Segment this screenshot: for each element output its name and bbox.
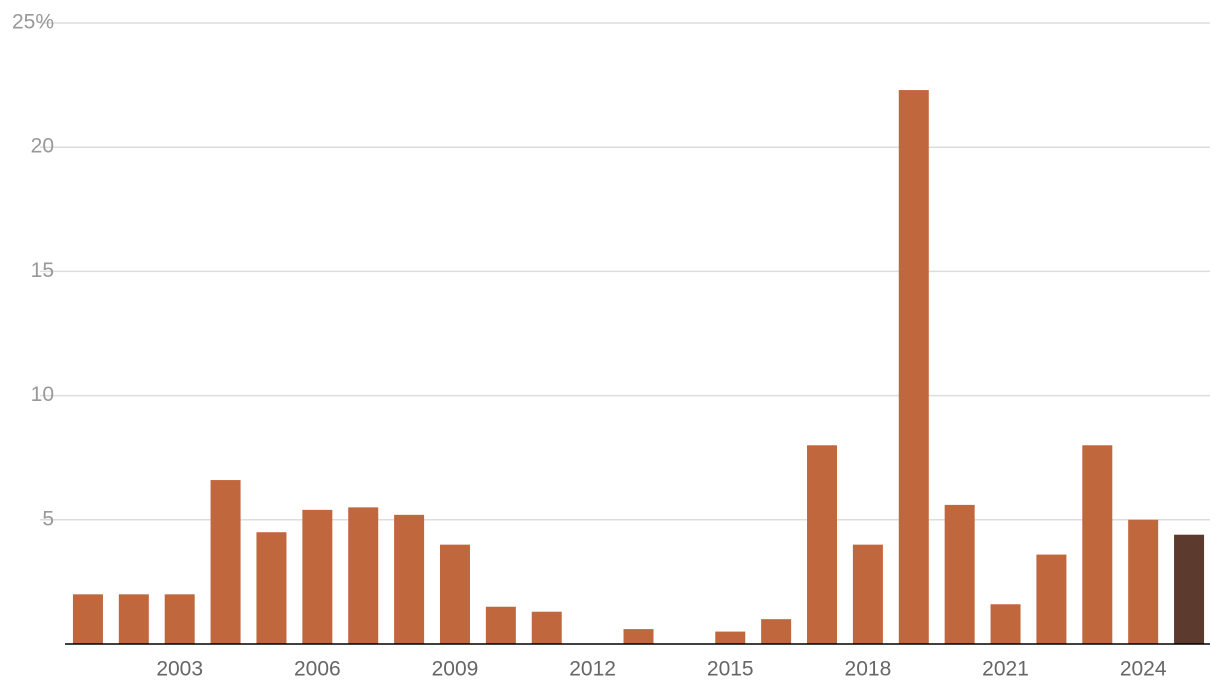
bar	[807, 445, 838, 644]
bar	[852, 544, 883, 644]
bar	[348, 507, 379, 644]
x-tick-label: 2015	[707, 658, 754, 681]
y-tick-label: 25%	[12, 11, 54, 34]
bar	[1036, 554, 1067, 644]
x-tick-label: 2018	[845, 658, 892, 681]
y-tick-label: 20	[31, 135, 54, 158]
bar	[485, 606, 516, 644]
bar	[302, 509, 333, 644]
bar	[944, 504, 975, 644]
bar	[1082, 445, 1113, 644]
bar	[118, 594, 149, 644]
bar	[210, 480, 241, 644]
bar	[72, 594, 103, 644]
x-tick-label: 2021	[982, 658, 1029, 681]
bar	[761, 619, 792, 644]
x-tick-label: 2012	[569, 658, 616, 681]
bar	[1174, 534, 1205, 644]
bar	[439, 544, 470, 644]
bar	[394, 514, 425, 644]
bar	[990, 604, 1021, 644]
bar	[623, 629, 654, 644]
bar	[1128, 519, 1159, 644]
x-tick-label: 2009	[432, 658, 479, 681]
y-tick-label: 15	[31, 259, 54, 282]
x-tick-label: 2006	[294, 658, 341, 681]
y-tick-label: 5	[42, 507, 54, 530]
bar	[531, 611, 562, 644]
x-tick-label: 2024	[1120, 658, 1167, 681]
y-tick-label: 10	[31, 383, 54, 406]
x-tick-label: 2003	[156, 658, 203, 681]
bar	[715, 631, 746, 644]
bar	[256, 532, 287, 644]
bar	[898, 90, 929, 645]
bar	[164, 594, 195, 644]
